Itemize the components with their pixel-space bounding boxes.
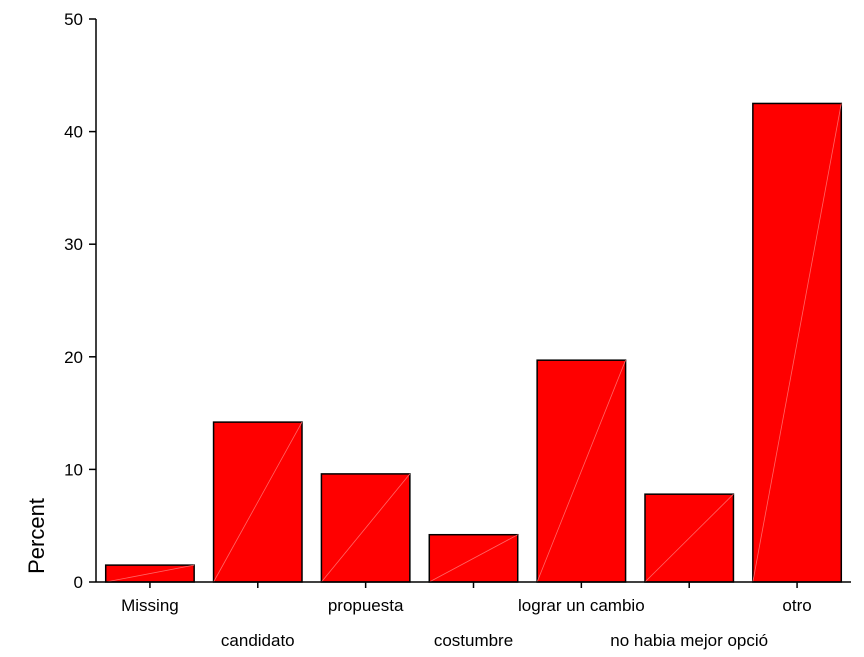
x-tick-label: costumbre [434,631,513,650]
y-tick-label: 40 [64,123,83,142]
bar-highlight [536,360,626,583]
bar-group [212,421,303,583]
bars-group [104,102,843,583]
y-axis-label: Percent [24,498,49,574]
y-tick-label: 20 [64,348,83,367]
bar-group [644,493,735,583]
x-tick-label: otro [782,596,811,615]
bar-group [428,533,519,583]
x-tick-label: no habia mejor opció [610,631,768,650]
bar-highlight [105,564,195,583]
y-tick-label: 0 [74,573,83,592]
x-tick-label: candidato [221,631,295,650]
bar-highlight [429,534,518,583]
bar-highlight [644,493,734,583]
y-tick-label: 10 [64,460,83,479]
y-ticks-group: 0 10 20 30 40 50 [64,10,96,592]
x-tick-label: propuesta [328,596,404,615]
y-tick-label: 30 [64,235,83,254]
x-tick-label: Missing [121,596,179,615]
bar-highlight [213,421,303,583]
bar-group [104,564,195,583]
bar-group [320,473,411,583]
y-tick-label: 50 [64,10,83,29]
bar-highlight [321,473,411,583]
x-tick-label: lograr un cambio [518,596,645,615]
bar-highlight [752,103,842,583]
bar-group [536,359,627,583]
x-tick-labels-group: Missing candidato propuesta costumbre lograr… [121,582,812,650]
bar-group [752,102,843,583]
